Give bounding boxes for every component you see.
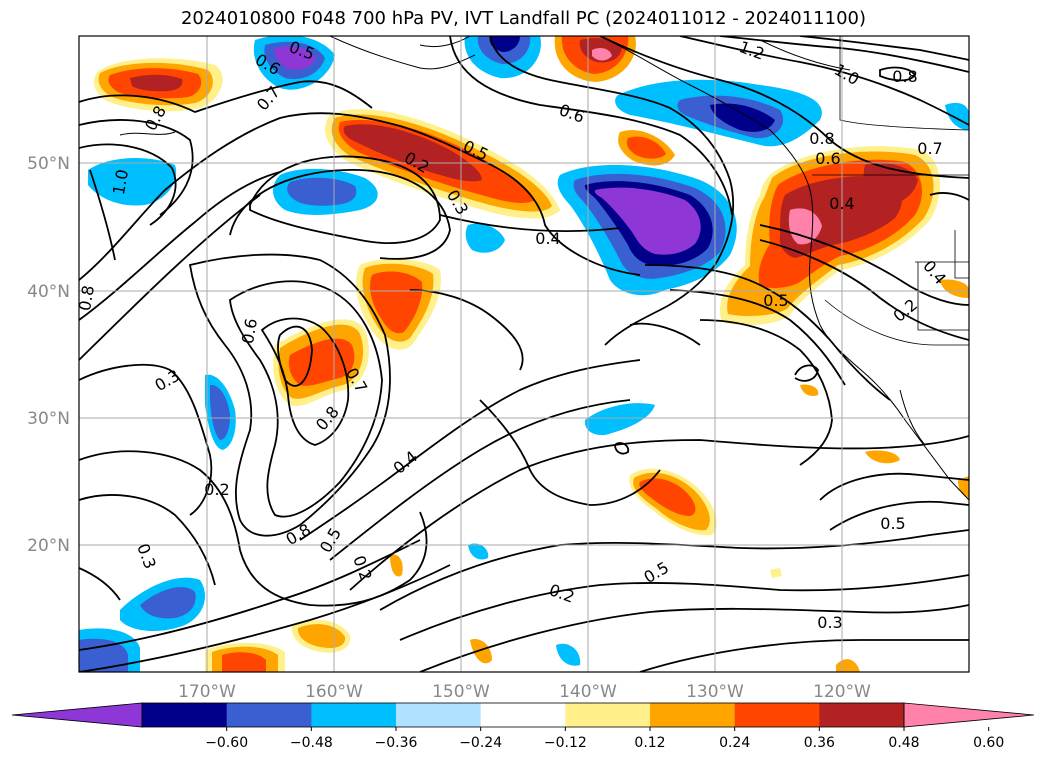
colorbar-swatch (311, 703, 396, 727)
colorbar-swatch (142, 703, 227, 727)
contour-label: 0.5 (880, 514, 905, 533)
contour-label: 0.4 (829, 194, 854, 213)
lat-label: 20°N (27, 536, 70, 556)
lon-label: 150°W (432, 682, 490, 702)
lon-label: 160°W (305, 682, 363, 702)
contour-label: 0.3 (817, 613, 842, 632)
colorbar-swatch (227, 703, 312, 727)
lon-label: 170°W (178, 682, 236, 702)
lon-label: 130°W (686, 682, 744, 702)
latitude-labels: 50°N 40°N 30°N 20°N (27, 154, 70, 556)
contour-label: 0.7 (917, 139, 942, 158)
colorbar-tick-label: −0.36 (375, 735, 418, 751)
contour-label: 0.6 (815, 149, 840, 168)
contour-label: 0.8 (892, 67, 917, 86)
lat-label: 30°N (27, 409, 70, 429)
contour-label: 0.2 (204, 480, 229, 499)
colorbar-tick-label: 0.48 (888, 735, 919, 751)
colorbar-tick-label: 0.12 (634, 735, 665, 751)
colorbar-tick-label: −0.48 (290, 735, 333, 751)
colorbar-swatch (650, 703, 735, 727)
colorbar: −0.60 −0.48 −0.36 −0.24 −0.12 0.12 0.24 0.36 0.4… (12, 703, 1034, 751)
colorbar-swatch (396, 703, 481, 727)
colorbar-tick-label: 0.60 (973, 735, 1004, 751)
lat-label: 40°N (27, 282, 70, 302)
colorbar-tick-label: −0.24 (459, 735, 502, 751)
lon-label: 120°W (813, 682, 871, 702)
contour-label: 0.4 (535, 229, 560, 248)
lat-label: 50°N (27, 154, 70, 174)
colorbar-swatch (735, 703, 820, 727)
colorbar-tick-label: 0.36 (804, 735, 835, 751)
colorbar-tick-label: 0.24 (719, 735, 750, 751)
longitude-labels: 170°W 160°W 150°W 140°W 130°W 120°W (178, 682, 871, 702)
colorbar-swatch (565, 703, 650, 727)
colorbar-swatch (481, 703, 566, 727)
contour-label: 0.5 (763, 291, 788, 310)
contour-label: 0.8 (809, 129, 834, 148)
colorbar-extend-low (12, 703, 142, 727)
colorbar-tick-label: −0.12 (544, 735, 587, 751)
colorbar-swatch (819, 703, 904, 727)
colorbar-extend-high (904, 703, 1034, 727)
colorbar-tick-label: −0.60 (205, 735, 248, 751)
lon-label: 140°W (559, 682, 617, 702)
